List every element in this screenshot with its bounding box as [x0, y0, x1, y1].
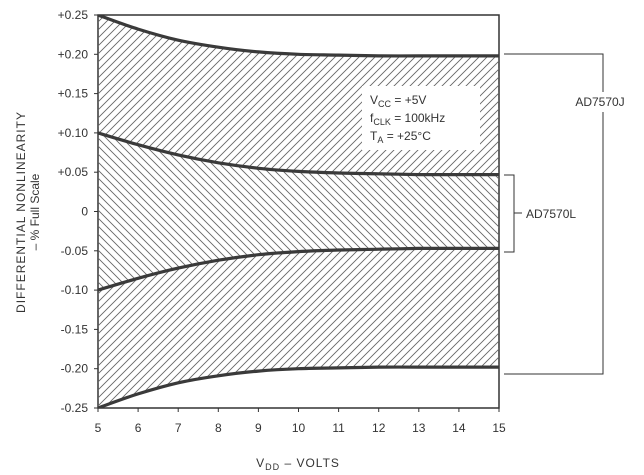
- x-tick-label: 10: [292, 421, 306, 435]
- y-tick-label: +0.25: [58, 8, 89, 22]
- ad7570l-lower-line: [98, 246, 499, 292]
- y-tick-label: +0.05: [58, 165, 89, 179]
- x-axis-title: VDD – VOLTS: [256, 456, 340, 472]
- x-tick-label: 8: [215, 421, 222, 435]
- x-tick-label: 13: [412, 421, 426, 435]
- band-ad7570j-lower: [98, 248, 499, 408]
- y-tick-label: +0.15: [58, 87, 89, 101]
- y-axis: +0.25 +0.20 +0.15 +0.10 +0.05 0 -0.05 -0.10 -0.1…: [58, 8, 98, 415]
- ad7570j-label: AD7570J: [575, 95, 624, 109]
- x-tick-label: 14: [452, 421, 466, 435]
- y-tick-label: -0.15: [61, 322, 89, 336]
- ad7570j-upper-line: [98, 15, 499, 58]
- x-tick-label: 9: [255, 421, 262, 435]
- y-tick-label: -0.05: [61, 244, 89, 258]
- x-tick-label: 6: [135, 421, 142, 435]
- ad7570l-upper-line: [98, 131, 499, 177]
- x-tick-label: 11: [332, 421, 345, 435]
- y-tick-label: 0: [81, 205, 88, 219]
- ad7570l-label: AD7570L: [526, 207, 576, 221]
- y-tick-label: -0.20: [61, 362, 89, 376]
- bracket-ad7570j: AD7570J: [504, 53, 635, 375]
- y-tick-label: +0.10: [58, 126, 89, 140]
- y-axis-subtitle: – % Full Scale: [28, 173, 42, 250]
- fclk-annotation: fCLK = 100kHz: [370, 111, 445, 127]
- conditions-annotation: VCC = +5V fCLK = 100kHz TA = +25°C: [362, 86, 480, 150]
- bracket-ad7570l: AD7570L: [504, 174, 576, 253]
- vcc-annotation: VCC = +5V: [370, 93, 426, 109]
- x-tick-label: 7: [175, 421, 182, 435]
- ta-annotation: TA = +25°C: [370, 129, 431, 145]
- band-ad7570l: [98, 132, 499, 291]
- x-tick-label: 5: [95, 421, 102, 435]
- x-axis: 5 6 7 8 9 10 11 12 13 14 15: [95, 408, 506, 435]
- y-tick-label: -0.10: [61, 283, 89, 297]
- y-axis-title: DIFFERENTIAL NONLINEARITY: [14, 111, 28, 313]
- x-tick-label: 12: [372, 421, 386, 435]
- ad7570j-lower-line: [98, 365, 499, 408]
- x-tick-label: 15: [492, 421, 506, 435]
- y-tick-label: -0.25: [61, 401, 89, 415]
- plot-area: [97, 14, 500, 409]
- y-tick-label: +0.20: [58, 47, 89, 61]
